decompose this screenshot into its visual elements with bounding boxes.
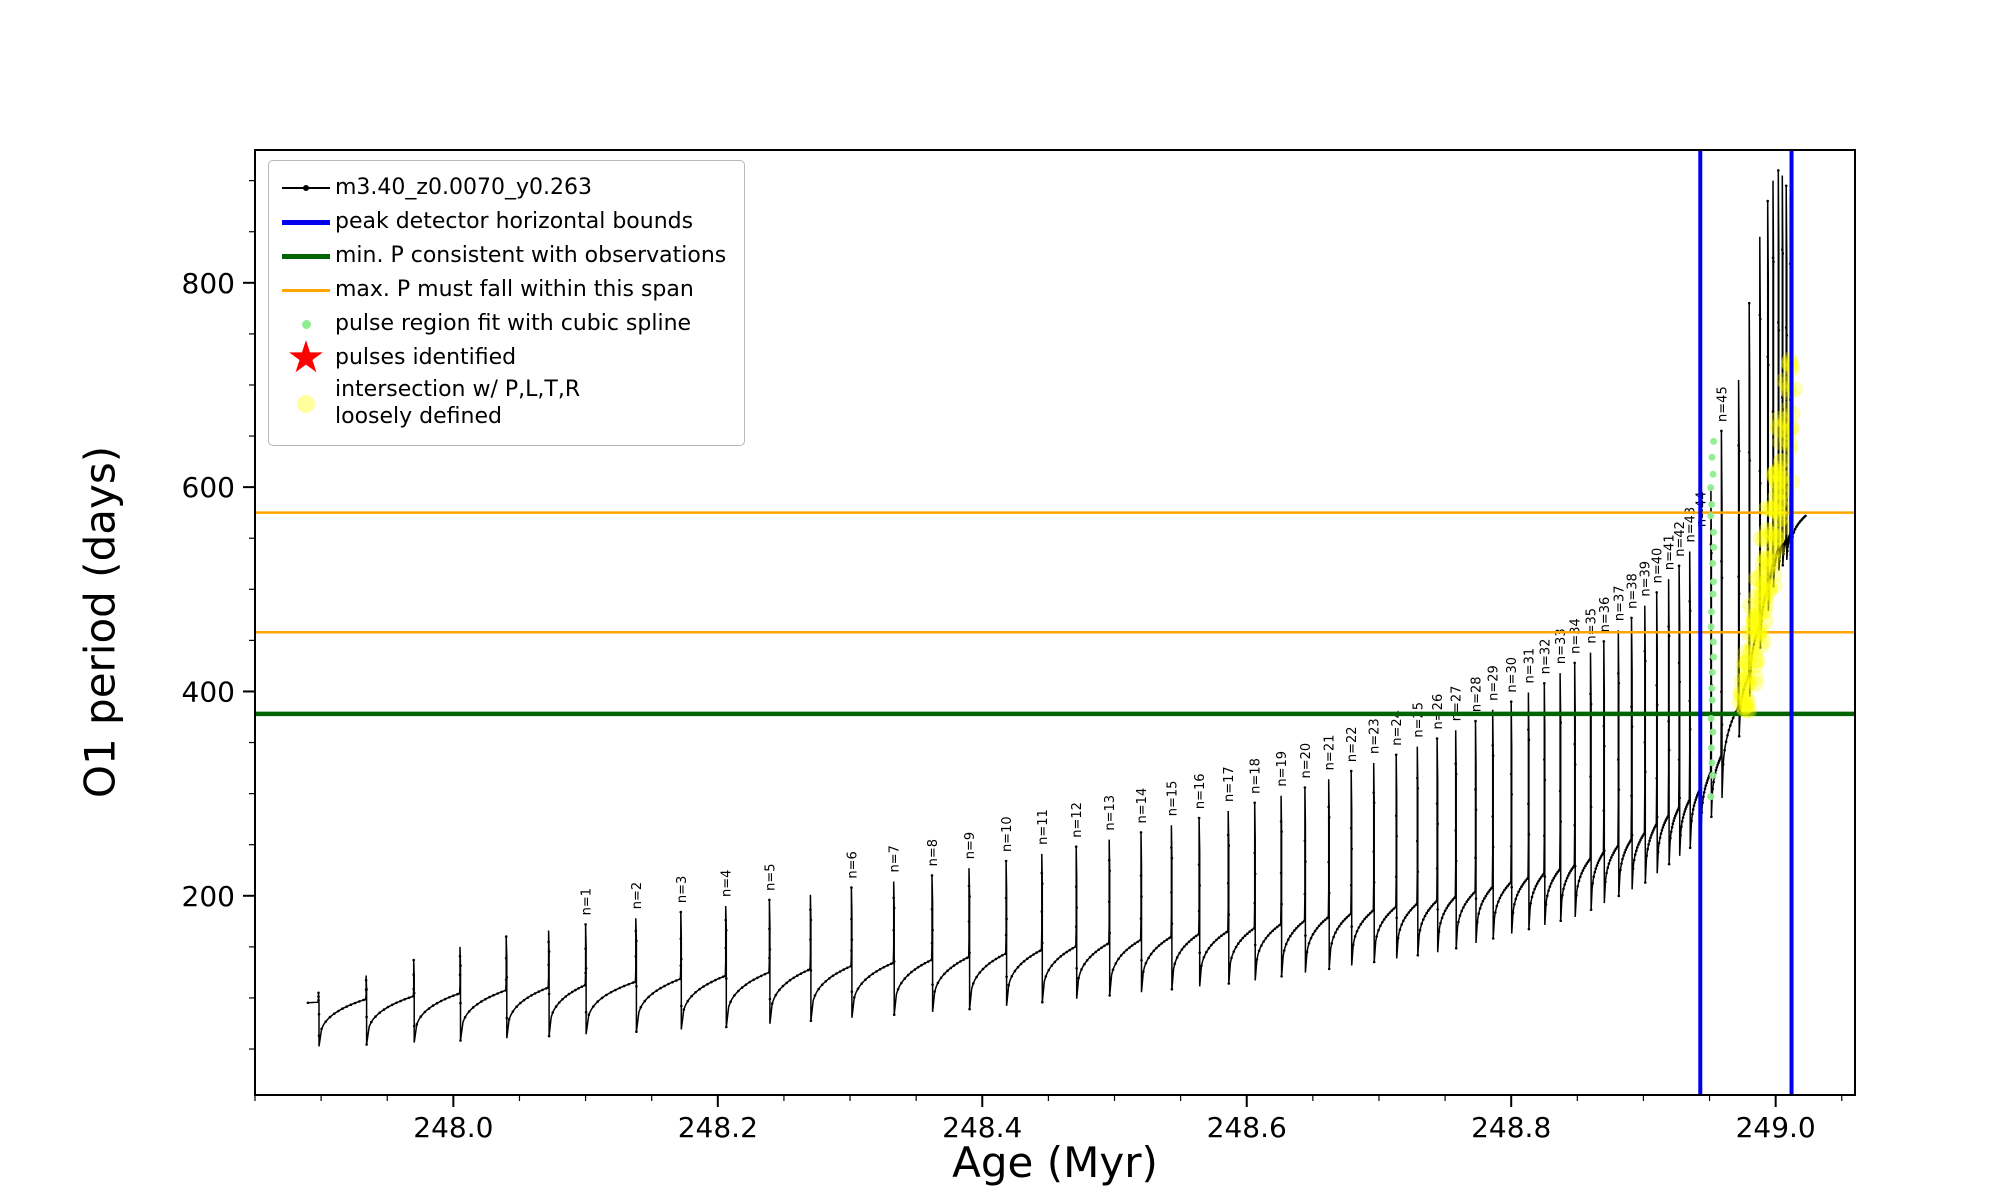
legend-label: intersection w/ P,L,T,R loosely defined	[335, 377, 581, 429]
pulse-number-label: n=37	[1612, 585, 1627, 621]
pulse-number-label: n=41	[1663, 534, 1678, 570]
pulse-number-label: n=18	[1249, 758, 1264, 794]
pulse-number-label: n=25	[1411, 702, 1426, 738]
legend-label: peak detector horizontal bounds	[335, 208, 694, 234]
legend-item-track: m3.40_z0.0070_y0.263	[277, 173, 726, 203]
pulse-number-label: n=16	[1193, 773, 1208, 809]
pulse-number-label: n=26	[1431, 694, 1446, 730]
pulse-number-label: n=21	[1323, 735, 1338, 771]
pulse-number-label: n=45	[1715, 386, 1730, 422]
pulse-number-label: n=8	[926, 839, 941, 866]
pulse-number-label: n=3	[675, 876, 690, 903]
legend-item-intersection: intersection w/ P,L,T,R loosely defined	[277, 377, 726, 431]
x-tick-label: 248.4	[942, 1111, 1022, 1144]
pulse-number-label: n=23	[1368, 718, 1383, 754]
pulse-number-label: n=7	[888, 845, 903, 872]
x-axis-ticks: 248.0 248.2 248.4 248.6 248.8 249.0	[254, 1095, 1843, 1144]
pulse-number-label: n=36	[1598, 597, 1613, 633]
pulse-number-label: n=34	[1569, 618, 1584, 654]
y-tick-label: 800	[182, 267, 235, 300]
pulse-number-label: n=31	[1522, 648, 1537, 684]
pulse-number-label: n=33	[1554, 628, 1569, 664]
legend-label: pulses identified	[335, 344, 517, 370]
pulse-number-label: n=38	[1626, 573, 1641, 609]
x-tick-label: 249.0	[1736, 1111, 1816, 1144]
legend-label: min. P consistent with observations	[335, 242, 727, 268]
pulse-number-label: n=5	[763, 863, 778, 890]
y-tick-label: 600	[182, 471, 235, 504]
legend-item-min-p: min. P consistent with observations	[277, 241, 726, 271]
pulse-number-label: n=40	[1651, 548, 1666, 584]
legend-label: max. P must fall within this span	[335, 276, 694, 302]
legend-item-max-p-span: max. P must fall within this span	[277, 275, 726, 305]
pulse-number-label: n=12	[1070, 802, 1085, 838]
y-tick-label: 400	[182, 675, 235, 708]
pulse-number-label: n=24	[1390, 710, 1405, 746]
pulse-number-label: n=6	[845, 851, 860, 878]
pulse-number-label: n=1	[580, 888, 595, 915]
legend-item-spline-fit: pulse region fit with cubic spline	[277, 309, 726, 339]
pulse-number-label: n=28	[1469, 676, 1484, 712]
yellow-dot-icon	[277, 389, 335, 419]
blue-line-icon	[277, 207, 335, 237]
pulse-number-label: n=19	[1275, 751, 1290, 787]
pulse-number-label: n=39	[1639, 561, 1654, 597]
legend-item-peak-bounds: peak detector horizontal bounds	[277, 207, 726, 237]
legend-item-pulses: ★ pulses identified	[277, 332, 726, 383]
x-tick-label: 248.6	[1207, 1111, 1287, 1144]
intersection-dots	[1731, 351, 1803, 719]
evolution-track	[306, 169, 1807, 1047]
legend-label: pulse region fit with cubic spline	[335, 310, 692, 336]
pulse-number-label: n=42	[1673, 521, 1688, 557]
pulse-number-label: n=9	[963, 832, 978, 859]
y-tick-label: 200	[182, 880, 235, 913]
pulse-number-label: n=11	[1036, 809, 1051, 845]
pulse-number-label: n=2	[630, 882, 645, 909]
track-points	[306, 169, 1807, 1046]
red-star-icon: ★	[286, 332, 326, 383]
pulse-number-label: n=14	[1135, 788, 1150, 824]
pulse-number-label: n=20	[1299, 743, 1314, 779]
pulse-number-label: n=43	[1684, 507, 1699, 543]
spline-fit-dots	[1707, 437, 1718, 801]
pulse-number-label: n=35	[1585, 608, 1600, 644]
pulse-number-label: n=13	[1103, 795, 1118, 831]
line-dot-icon	[277, 173, 335, 203]
green-dot-icon	[277, 309, 335, 339]
pulse-number-label: n=17	[1222, 766, 1237, 802]
green-line-icon	[277, 241, 335, 271]
pulse-number-label: n=4	[720, 870, 735, 897]
y-axis-label: O1 period (days)	[75, 445, 125, 799]
pulse-number-label: n=30	[1505, 657, 1520, 693]
pulse-number-label: n=15	[1165, 781, 1180, 817]
x-tick-label: 248.2	[678, 1111, 758, 1144]
x-tick-label: 248.0	[413, 1111, 493, 1144]
pulse-number-label: n=29	[1487, 665, 1502, 701]
x-tick-label: 248.8	[1471, 1111, 1551, 1144]
pulse-number-label: n=10	[1000, 816, 1015, 852]
x-axis-label: Age (Myr)	[952, 1138, 1158, 1187]
axes-spines	[254, 149, 1856, 1096]
orange-line-icon	[277, 275, 335, 305]
pulse-number-label: n=32	[1538, 639, 1553, 675]
pulse-number-label: n=22	[1345, 726, 1360, 762]
pulse-number-labels: n=1 n=2 n=3 n=4 n=5 n=6 n=7 n=8 n=9 n=10 n=11 n=12 n…	[580, 386, 1731, 915]
legend-label: m3.40_z0.0070_y0.263	[335, 174, 592, 200]
y-axis-ticks: 200 400 600 800	[182, 180, 255, 1050]
